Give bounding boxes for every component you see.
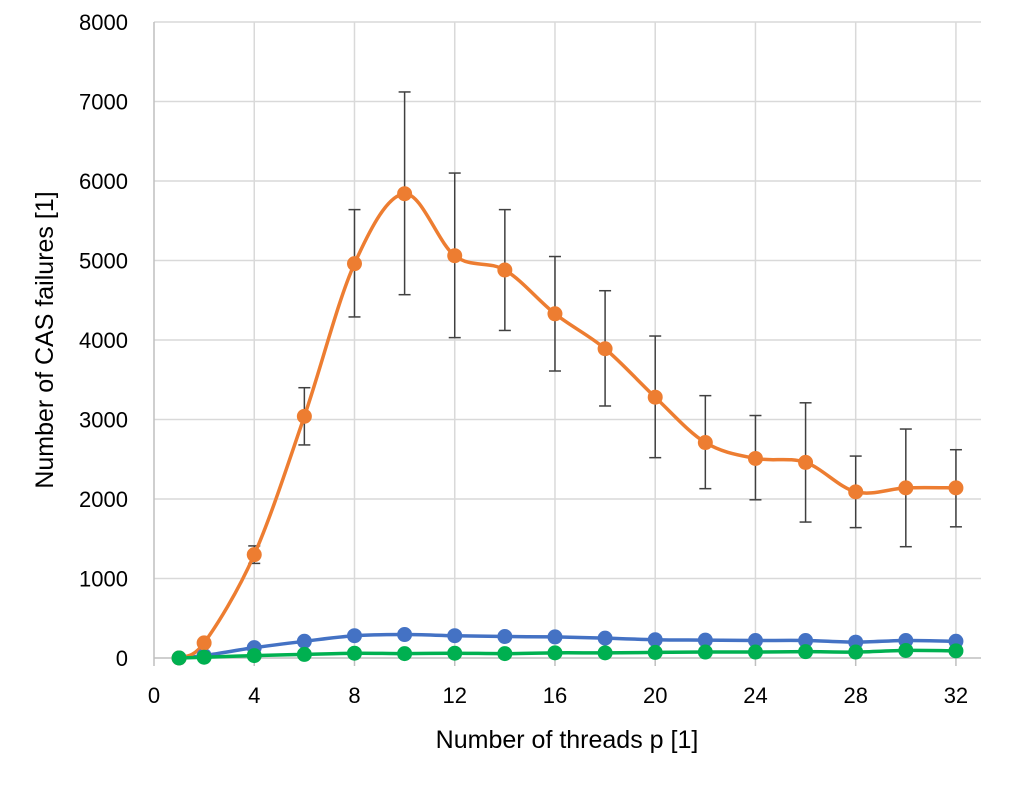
data-point <box>196 635 212 651</box>
data-point <box>798 633 814 649</box>
data-point <box>346 645 362 661</box>
y-tick-label: 1000 <box>79 567 128 592</box>
data-point <box>397 646 413 662</box>
x-tick-label: 20 <box>643 683 667 708</box>
data-point <box>898 480 914 496</box>
data-point <box>697 644 713 660</box>
data-point <box>447 248 463 264</box>
data-point <box>647 632 663 648</box>
data-point <box>346 628 362 644</box>
x-tick-label: 0 <box>148 683 160 708</box>
x-tick-label: 4 <box>248 683 260 708</box>
data-point <box>798 454 814 470</box>
data-point <box>647 644 663 660</box>
x-tick-label: 32 <box>944 683 968 708</box>
data-point <box>697 435 713 451</box>
data-point <box>747 633 763 649</box>
data-point <box>798 644 814 660</box>
data-point <box>898 642 914 658</box>
data-point <box>848 644 864 660</box>
x-axis-title: Number of threads p [1] <box>436 726 699 754</box>
data-point <box>597 341 613 357</box>
data-point <box>948 643 964 659</box>
x-tick-label: 16 <box>543 683 567 708</box>
x-tick-label: 28 <box>843 683 867 708</box>
data-point <box>948 480 964 496</box>
y-axis-title: Number of CAS failures [1] <box>31 191 59 488</box>
data-point <box>697 632 713 648</box>
data-point <box>848 484 864 500</box>
data-point <box>647 389 663 405</box>
data-point <box>296 646 312 662</box>
x-tick-label: 8 <box>348 683 360 708</box>
series-lines <box>178 191 956 660</box>
y-tick-label: 5000 <box>79 249 128 274</box>
grid <box>154 21 981 658</box>
data-point <box>246 547 262 563</box>
data-point <box>547 645 563 661</box>
data-point <box>497 262 513 278</box>
series-line-1 <box>178 191 956 660</box>
data-points <box>171 186 964 666</box>
data-point <box>196 649 212 665</box>
y-tick-label: 6000 <box>79 169 128 194</box>
data-point <box>497 646 513 662</box>
y-tick-label: 3000 <box>79 408 128 433</box>
data-point <box>296 408 312 424</box>
data-point <box>397 627 413 643</box>
data-point <box>397 186 413 202</box>
x-tick-label: 24 <box>743 683 767 708</box>
series-line-2 <box>179 648 956 660</box>
data-point <box>447 645 463 661</box>
y-tick-label: 2000 <box>79 487 128 512</box>
data-point <box>246 648 262 664</box>
data-point <box>171 650 187 666</box>
tick-labels: 0 1000 2000 3000 4000 5000 6000 7000 8000 0 4 8 12 16… <box>79 10 968 708</box>
y-tick-label: 0 <box>116 646 128 671</box>
data-point <box>597 645 613 661</box>
data-point <box>346 256 362 272</box>
data-point <box>597 630 613 646</box>
data-point <box>547 629 563 645</box>
y-tick-label: 8000 <box>79 10 128 35</box>
data-point <box>747 644 763 660</box>
data-point <box>497 629 513 645</box>
x-tick-label: 12 <box>442 683 466 708</box>
y-tick-label: 4000 <box>79 328 128 353</box>
data-point <box>447 628 463 644</box>
data-point <box>296 633 312 649</box>
axes <box>153 22 981 666</box>
data-point <box>547 306 563 322</box>
y-tick-label: 7000 <box>79 90 128 115</box>
data-point <box>747 450 763 466</box>
